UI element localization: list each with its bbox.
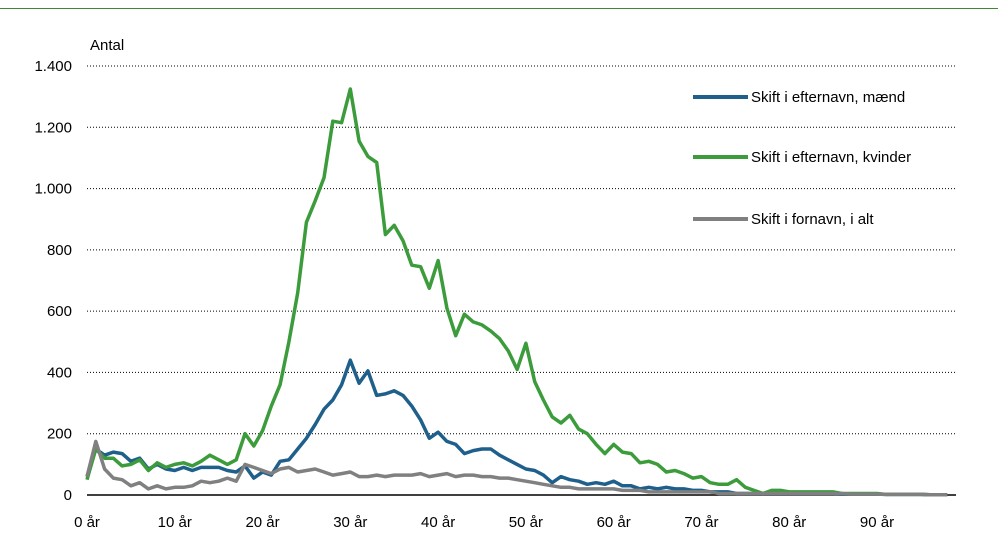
y-axis-label: Antal [90, 37, 124, 54]
y-tick-label: 200 [47, 426, 72, 443]
legend: Skift i efternavn, mænd Skift i efternavn… [693, 89, 911, 228]
x-tick-label: 40 år [421, 514, 455, 531]
legend-label: Skift i fornavn, i alt [751, 211, 874, 228]
x-axis-ticks: 0 år 10 år 20 år 30 år 40 år 50 år 60 år 70 år 8… [74, 514, 894, 531]
y-tick-label: 400 [47, 364, 72, 381]
y-tick-label: 600 [47, 303, 72, 320]
y-tick-label: 1.400 [34, 58, 72, 75]
series-line [85, 358, 948, 497]
series-line [85, 439, 948, 497]
y-tick-label: 1.000 [34, 181, 72, 198]
x-tick-label: 30 år [333, 514, 367, 531]
x-tick-label: 50 år [509, 514, 543, 531]
x-tick-label: 20 år [245, 514, 279, 531]
y-axis-ticks: 0 200 400 600 800 1.000 1.200 1.400 [34, 58, 72, 504]
legend-label: Skift i efternavn, mænd [751, 89, 905, 106]
x-tick-label: 80 år [772, 514, 806, 531]
x-tick-label: 10 år [158, 514, 192, 531]
y-tick-label: 0 [64, 487, 72, 504]
legend-label: Skift i efternavn, kvinder [751, 149, 911, 166]
header-rule [0, 8, 998, 9]
x-tick-label: 0 år [74, 514, 100, 531]
x-tick-label: 60 år [597, 514, 631, 531]
x-tick-label: 90 år [860, 514, 894, 531]
x-tick-label: 70 år [684, 514, 718, 531]
gridlines [87, 65, 956, 435]
y-tick-label: 800 [47, 242, 72, 259]
series-lines [85, 87, 948, 497]
y-tick-label: 1.200 [34, 119, 72, 136]
